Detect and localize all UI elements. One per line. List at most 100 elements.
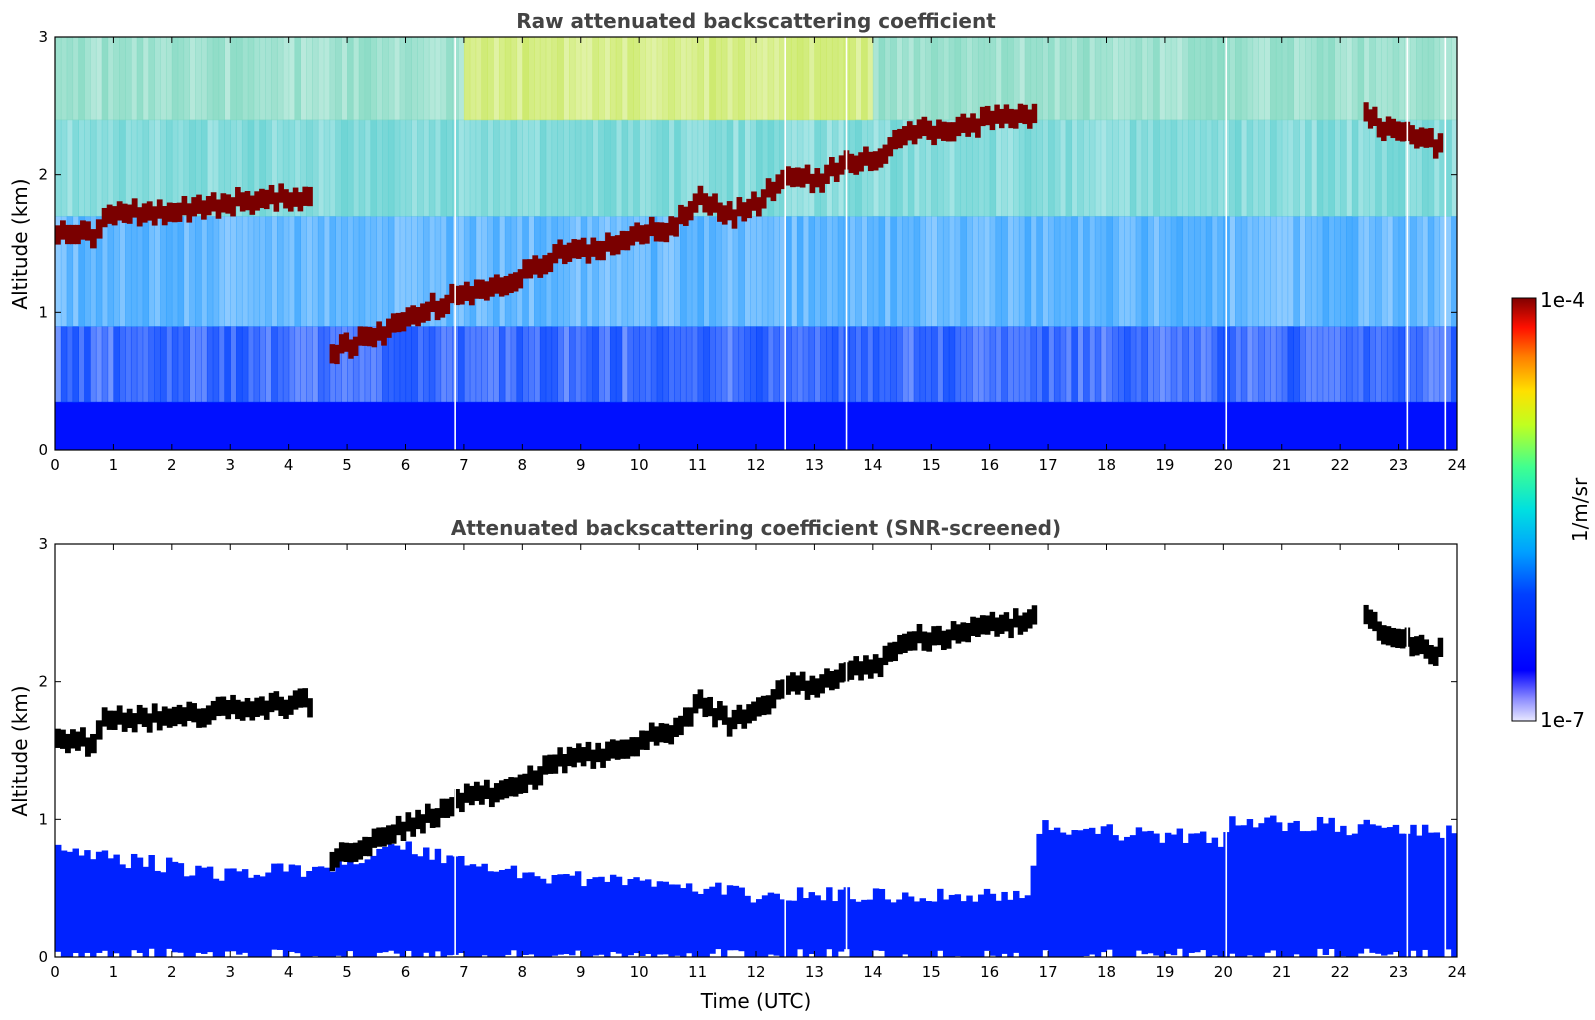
heatmap-cell — [212, 215, 220, 327]
heatmap-cell — [814, 37, 821, 121]
cloud-layer-cell — [648, 216, 655, 237]
panel2-heatmap — [55, 604, 1457, 957]
heatmap-cell — [1433, 215, 1441, 327]
heatmap-cell — [160, 401, 167, 450]
heatmap-cell — [680, 326, 687, 403]
x-tick-label: 18 — [1097, 963, 1116, 981]
heatmap-cell — [948, 326, 956, 403]
boundary-layer-cell — [826, 887, 833, 950]
heatmap-cell — [750, 401, 757, 450]
cloud-layer-cell — [566, 746, 573, 767]
cloud-layer-cell — [517, 269, 524, 289]
heatmap-cell — [300, 119, 307, 217]
heatmap-cell — [1188, 215, 1195, 327]
heatmap-cell — [1445, 401, 1452, 450]
heatmap-cell — [136, 119, 144, 217]
heatmap-cell — [189, 326, 196, 403]
heatmap-cell — [1059, 401, 1067, 450]
heatmap-cell — [66, 401, 74, 450]
cloud-layer-cell — [955, 116, 962, 137]
cloud-layer-cell — [302, 688, 309, 708]
heatmap-cell — [55, 119, 62, 217]
heatmap-cell — [1194, 215, 1201, 327]
heatmap-cell — [785, 215, 792, 327]
heatmap-cell — [972, 215, 979, 327]
cloud-layer-cell — [338, 334, 345, 354]
heatmap-cell — [458, 119, 465, 217]
x-tick-label: 12 — [746, 963, 765, 981]
heatmap-cell — [469, 119, 477, 217]
cloud-layer-cell — [205, 705, 212, 725]
heatmap-cell — [983, 401, 991, 450]
heatmap-cell — [1427, 326, 1435, 403]
heatmap-cell — [125, 326, 132, 403]
heatmap-cell — [884, 215, 891, 327]
heatmap-cell — [253, 401, 261, 450]
cloud-layer-cell — [191, 197, 197, 217]
heatmap-cell — [434, 37, 442, 121]
cloud-layer-cell — [614, 235, 621, 255]
boundary-layer-cell — [977, 894, 985, 957]
x-tick-label: 11 — [688, 456, 707, 474]
heatmap-cell — [201, 119, 208, 217]
boundary-layer-cell — [1036, 833, 1043, 957]
heatmap-cell — [1229, 37, 1236, 121]
heatmap-cell — [662, 401, 669, 450]
heatmap-cell — [1451, 401, 1457, 450]
cloud-layer-cell — [85, 221, 91, 241]
heatmap-cell — [253, 37, 261, 121]
heatmap-cell — [598, 401, 605, 450]
cloud-layer-cell — [381, 326, 387, 346]
heatmap-cell — [72, 401, 79, 450]
cloud-layer-cell — [1367, 109, 1374, 129]
cloud-layer-cell — [687, 201, 694, 221]
heatmap-cell — [183, 37, 190, 121]
cloud-layer-cell — [517, 774, 524, 794]
cloud-layer-cell — [532, 770, 539, 790]
heatmap-cell — [195, 215, 202, 327]
cloud-layer-cell — [765, 695, 772, 715]
cloud-layer-cell — [605, 232, 611, 252]
heatmap-cell — [1351, 119, 1359, 217]
boundary-layer-cell — [878, 888, 886, 951]
heatmap-cell — [563, 401, 570, 450]
heatmap-cell — [189, 215, 196, 327]
heatmap-cell — [680, 119, 687, 217]
heatmap-cell — [1036, 215, 1043, 327]
heatmap-cell — [621, 326, 629, 403]
heatmap-cell — [709, 326, 716, 403]
heatmap-cell — [230, 401, 237, 450]
x-tick-label: 10 — [630, 456, 649, 474]
heatmap-cell — [282, 37, 290, 121]
heatmap-cell — [95, 215, 103, 327]
heatmap-cell — [1205, 215, 1213, 327]
heatmap-cell — [972, 401, 979, 450]
heatmap-cell — [323, 215, 331, 327]
boundary-layer-cell — [1264, 817, 1271, 953]
cloud-layer-cell — [950, 122, 957, 142]
heatmap-cell — [1147, 326, 1154, 403]
cloud-layer-cell — [307, 698, 313, 718]
heatmap-cell — [1135, 326, 1143, 403]
heatmap-cell — [773, 326, 780, 403]
heatmap-cell — [370, 215, 377, 327]
boundary-layer-cell — [95, 851, 103, 953]
cloud-layer-cell — [960, 113, 967, 133]
heatmap-cell — [1328, 37, 1335, 121]
heatmap-cell — [1346, 119, 1353, 217]
heatmap-cell — [90, 401, 97, 450]
heatmap-cell — [1018, 401, 1026, 450]
boundary-layer-cell — [1299, 831, 1306, 957]
heatmap-cell — [1088, 215, 1096, 327]
heatmap-cell — [317, 215, 325, 327]
boundary-layer-cell — [428, 859, 436, 957]
heatmap-cell — [837, 215, 845, 327]
heatmap-cell — [212, 401, 220, 450]
heatmap-cell — [487, 37, 494, 121]
heatmap-cell — [907, 119, 915, 217]
x-tick-label: 6 — [401, 963, 411, 981]
cloud-layer-cell — [1376, 621, 1382, 641]
heatmap-cell — [977, 37, 985, 121]
cloud-layer-cell — [877, 148, 884, 168]
cloud-layer-cell — [141, 203, 148, 223]
